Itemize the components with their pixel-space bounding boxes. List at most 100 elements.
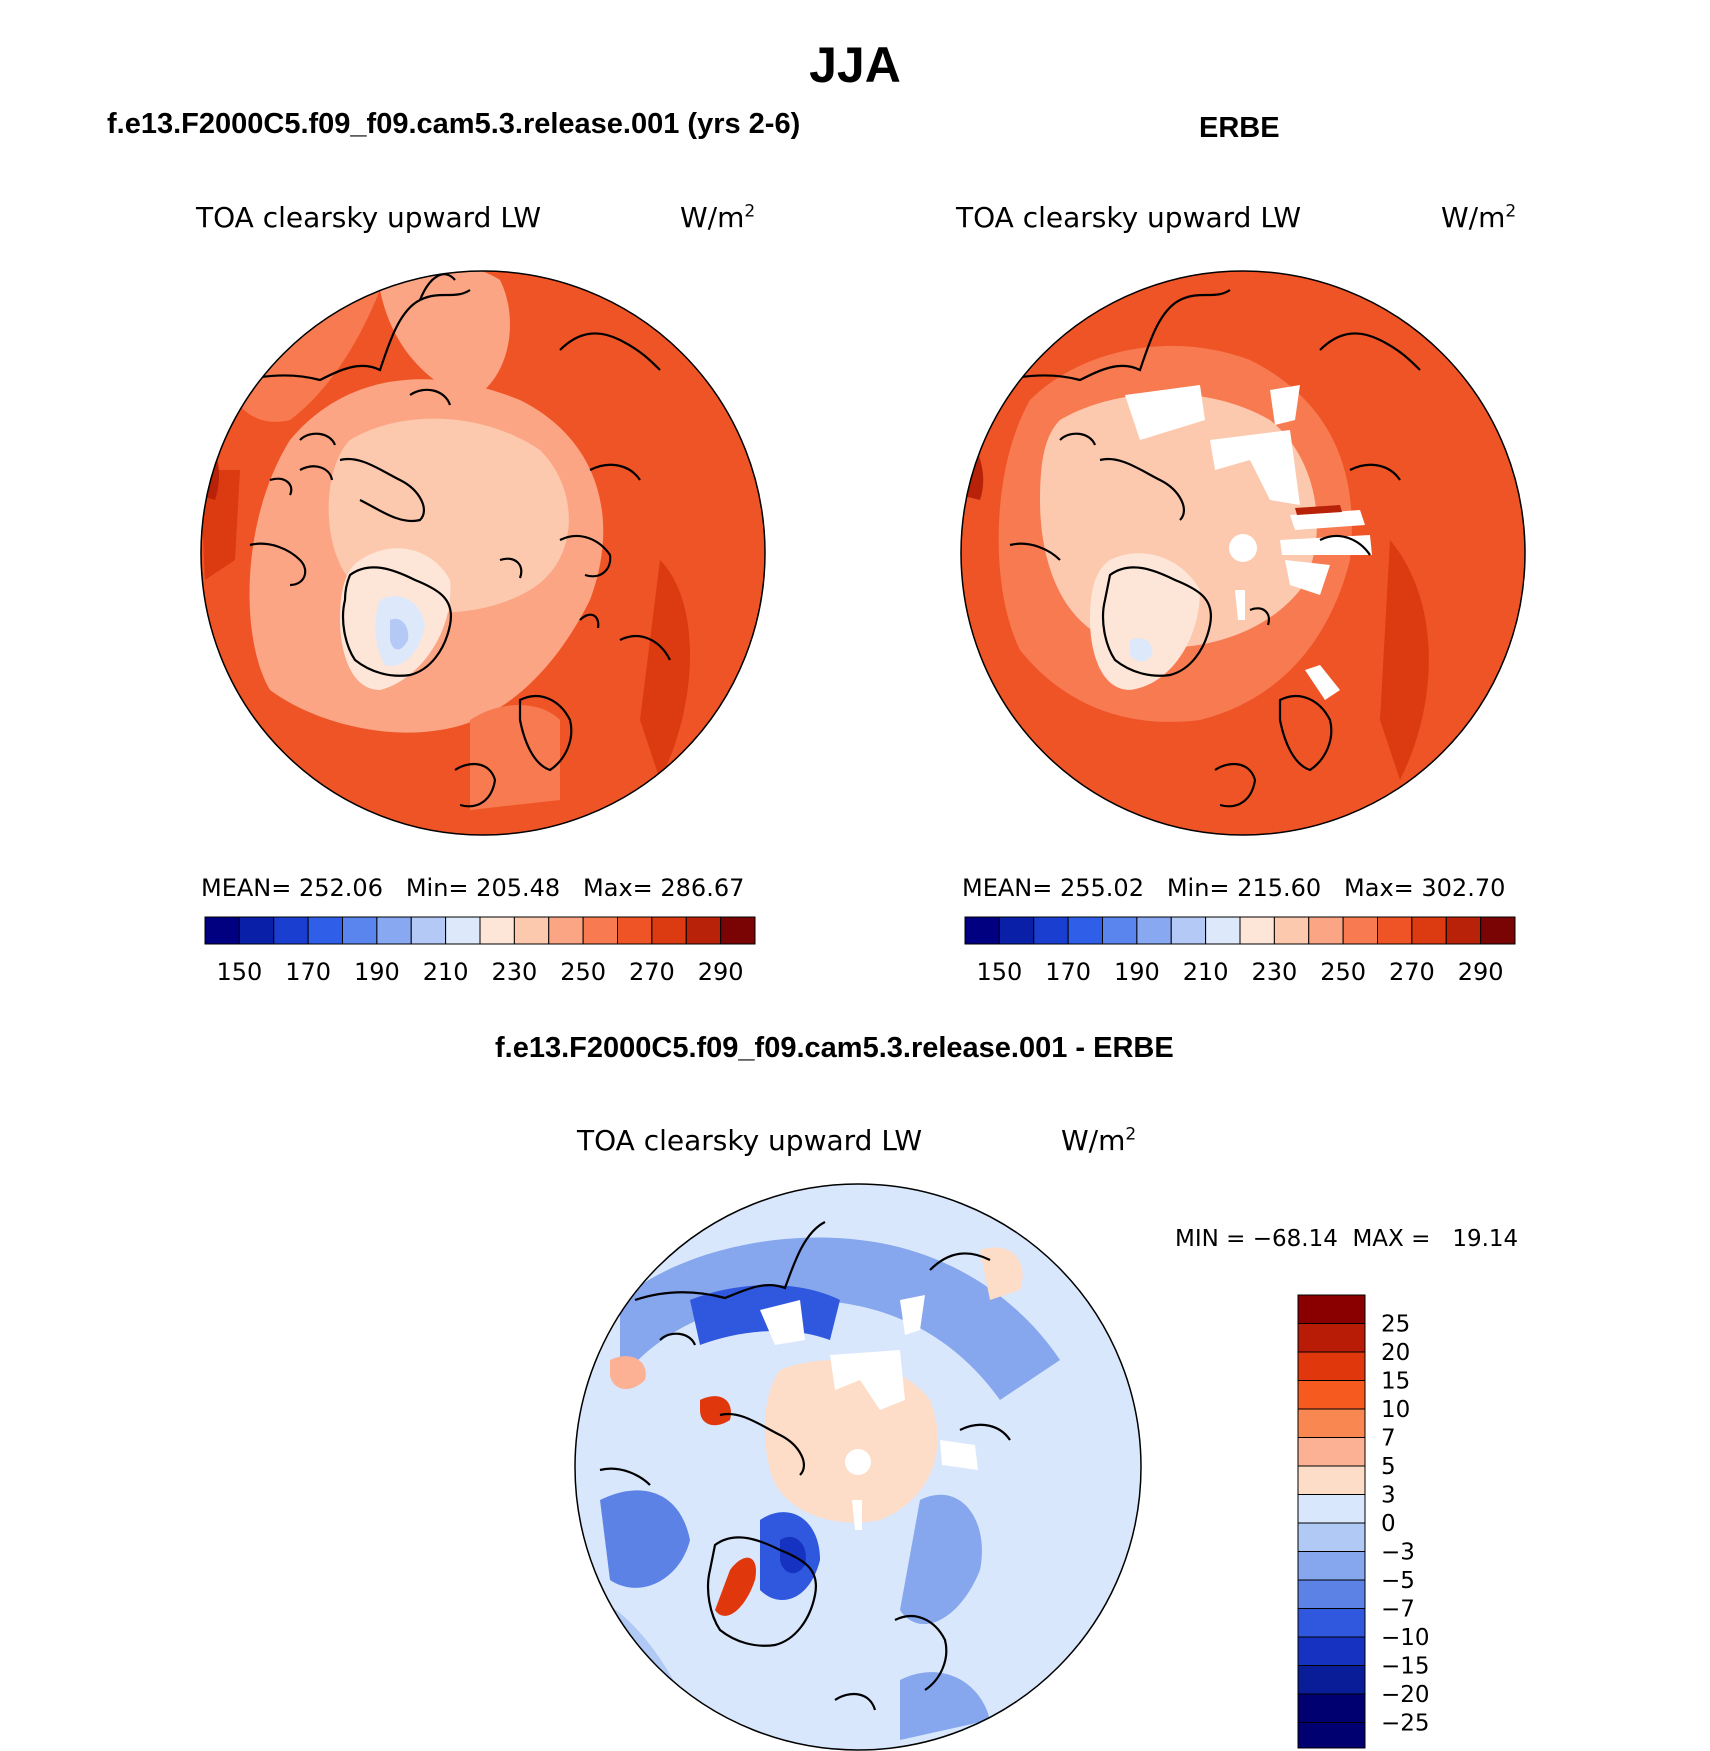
panel-1-map [201, 271, 765, 835]
diff-colorbar-swatch [1297, 1437, 1366, 1467]
diff-colorbar-label: −10 [1381, 1625, 1430, 1651]
diff-colorbar-label: 0 [1381, 1511, 1396, 1537]
panel-1-colorbar-swatch [720, 916, 756, 945]
diff-colorbar-label: −5 [1381, 1568, 1415, 1594]
panel-1-colorbar-label: 190 [354, 958, 400, 986]
panel-2-colorbar-swatch [1342, 916, 1378, 945]
panel-2-colorbar-swatch [1377, 916, 1413, 945]
panel-2-map [961, 271, 1525, 835]
panel-2-colorbar-swatch [1480, 916, 1516, 945]
panel-2-colorbar: 150 170 190 210 230 250 270 290 [964, 916, 1516, 986]
diff-colorbar-label: −20 [1381, 1682, 1430, 1708]
diff-colorbar-swatch [1297, 1722, 1366, 1749]
diff-colorbar-swatch [1297, 1551, 1366, 1581]
panel-2-colorbar-label: 290 [1458, 958, 1504, 986]
diff-map-border [574, 1183, 1142, 1751]
diff-colorbar-swatch [1297, 1351, 1366, 1381]
panel-2-variable: TOA clearsky upward LW [956, 201, 1302, 234]
diff-colorbar-swatch [1297, 1608, 1366, 1638]
diff-colorbar-label: 20 [1381, 1340, 1410, 1366]
diff-case-title: f.e13.F2000C5.f09_f09.cam5.3.release.001… [495, 1032, 1174, 1064]
diff-colorbar-swatch [1297, 1465, 1366, 1495]
panel-2-colorbar-swatch [1067, 916, 1103, 945]
panel-2-colorbar-label: 210 [1183, 958, 1229, 986]
panel-1-colorbar-swatch [479, 916, 515, 945]
panel-1-units: W/m2 [680, 201, 756, 234]
diff-colorbar-label: 25 [1381, 1312, 1410, 1338]
diff-colorbar-swatch [1297, 1408, 1366, 1438]
diff-colorbar-label: 5 [1381, 1454, 1396, 1480]
panel-1-colorbar-label: 150 [216, 958, 262, 986]
panel-1-colorbar-swatch [582, 916, 618, 945]
panel-1-stats: MEAN= 252.06 Min= 205.48 Max= 286.67 [201, 874, 745, 902]
panel-1-colorbar-swatch [445, 916, 481, 945]
page-title: JJA [809, 37, 901, 93]
diff-colorbar-label: −3 [1381, 1540, 1415, 1566]
panel-1-colorbar-swatch [342, 916, 378, 945]
panel-1-colorbar-swatch [617, 916, 653, 945]
panel-1-colorbar-swatch [273, 916, 309, 945]
diff-colorbar-label: −15 [1381, 1654, 1430, 1680]
panel-2-colorbar-swatch [1445, 916, 1482, 945]
diff-colorbar-swatch [1297, 1693, 1366, 1723]
diff-colorbar-swatch [1297, 1636, 1366, 1666]
panel-1-colorbar-label: 170 [285, 958, 331, 986]
diff-colorbar-swatch [1297, 1665, 1366, 1695]
panel-2-units: W/m2 [1441, 201, 1517, 234]
panel-2-colorbar-swatch [1205, 916, 1241, 945]
panel-2-stats: MEAN= 255.02 Min= 215.60 Max= 302.70 [962, 874, 1506, 902]
panel-1-colorbar-label: 250 [560, 958, 606, 986]
diff-colorbar-label: 3 [1381, 1483, 1396, 1509]
panel-2-colorbar-swatch [1239, 916, 1275, 945]
diff-colorbar-label: 15 [1381, 1369, 1410, 1395]
panel-2-colorbar-label: 170 [1045, 958, 1091, 986]
diff-minmax: MIN = −68.14 MAX = 19.14 [1175, 1226, 1519, 1252]
panel-2-colorbar-swatch [998, 916, 1035, 945]
panel-1-colorbar-swatch [376, 916, 412, 945]
diff-variable: TOA clearsky upward LW [577, 1124, 923, 1157]
panel-2-colorbar-swatch [1136, 916, 1172, 945]
diff-map [575, 1184, 1141, 1750]
panel-1-colorbar-label: 290 [698, 958, 744, 986]
panel-2-colorbar-label: 150 [976, 958, 1022, 986]
panel-1-colorbar-swatch [685, 916, 722, 945]
panel-1-colorbar-swatch [513, 916, 550, 945]
panel-1-colorbar-swatch [548, 916, 584, 945]
diff-colorbar-label: 7 [1381, 1426, 1396, 1452]
diff-colorbar-label: −25 [1381, 1711, 1430, 1737]
panel-2-colorbar-label: 270 [1389, 958, 1435, 986]
panel-1-variable: TOA clearsky upward LW [196, 201, 542, 234]
diff-colorbar-swatch [1297, 1579, 1366, 1609]
panel-2-case-title: ERBE [1199, 112, 1280, 144]
panel-1-colorbar-label: 270 [629, 958, 675, 986]
panel-1-case-title: f.e13.F2000C5.f09_f09.cam5.3.release.001… [107, 108, 801, 140]
panel-1-colorbar-swatch [651, 916, 687, 945]
panel-1-colorbar-swatch [204, 916, 240, 945]
panel-1-colorbar-label: 230 [491, 958, 537, 986]
panel-2-colorbar-swatch [1411, 916, 1447, 945]
diff-colorbar-swatch [1297, 1494, 1366, 1524]
panel-2-colorbar-swatch [964, 916, 1000, 945]
panel-1-colorbar: 150 170 190 210 230 250 270 290 [204, 916, 756, 986]
panel-1-colorbar-label: 210 [423, 958, 469, 986]
diff-colorbar-label: −7 [1381, 1597, 1415, 1623]
diff-colorbar-swatch [1297, 1294, 1366, 1324]
panel-2-colorbar-swatch [1102, 916, 1138, 945]
panel-1-colorbar-swatch [307, 916, 343, 945]
panel-1-map-border [200, 270, 766, 836]
panel-1-colorbar-swatch [410, 916, 447, 945]
diff-colorbar-swatch [1297, 1522, 1366, 1552]
diff-colorbar-swatch [1297, 1380, 1366, 1410]
panel-2-colorbar-label: 230 [1251, 958, 1297, 986]
diff-colorbar-label: 10 [1381, 1397, 1410, 1423]
panel-2-map-border [960, 270, 1526, 836]
panel-2-colorbar-swatch [1308, 916, 1344, 945]
diff-units: W/m2 [1061, 1124, 1137, 1157]
panel-2-colorbar-swatch [1170, 916, 1207, 945]
panel-2-colorbar-swatch [1273, 916, 1310, 945]
panel-2-colorbar-label: 190 [1114, 958, 1160, 986]
panel-1-colorbar-swatch [238, 916, 275, 945]
diff-colorbar-swatch [1297, 1323, 1366, 1353]
panel-2-colorbar-swatch [1033, 916, 1069, 945]
